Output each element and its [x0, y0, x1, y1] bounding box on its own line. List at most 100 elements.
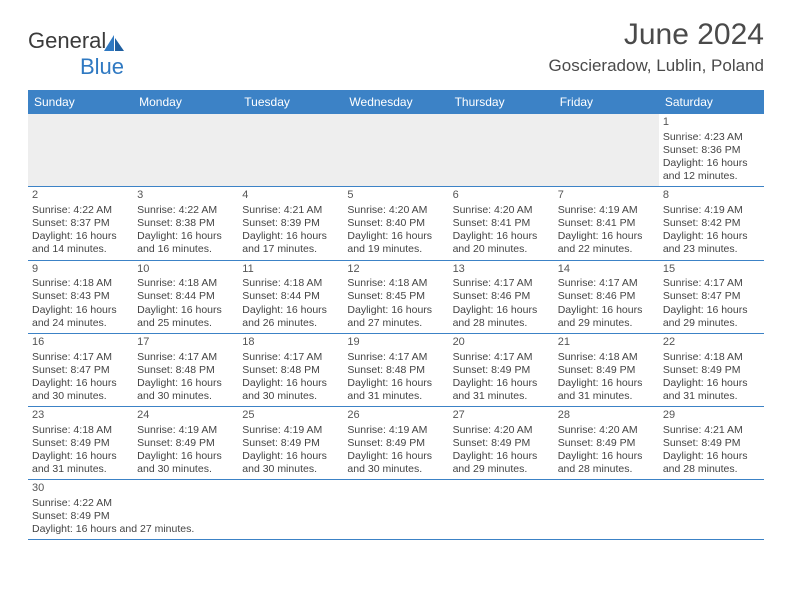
- sunset-text: Sunset: 8:48 PM: [242, 364, 339, 377]
- week-row: 9Sunrise: 4:18 AMSunset: 8:43 PMDaylight…: [28, 261, 764, 334]
- day-number: 14: [558, 263, 655, 277]
- sunrise-text: Sunrise: 4:19 AM: [242, 424, 339, 437]
- day-cell: 9Sunrise: 4:18 AMSunset: 8:43 PMDaylight…: [28, 261, 133, 333]
- sunrise-text: Sunrise: 4:17 AM: [242, 351, 339, 364]
- day-number: 21: [558, 336, 655, 350]
- sunrise-text: Sunrise: 4:18 AM: [347, 277, 444, 290]
- day-cell: 16Sunrise: 4:17 AMSunset: 8:47 PMDayligh…: [28, 334, 133, 406]
- location-text: Goscieradow, Lublin, Poland: [549, 56, 764, 76]
- sunset-text: Sunset: 8:49 PM: [242, 437, 339, 450]
- day-number: 11: [242, 263, 339, 277]
- day-cell: 3Sunrise: 4:22 AMSunset: 8:38 PMDaylight…: [133, 187, 238, 259]
- day-cell: 29Sunrise: 4:21 AMSunset: 8:49 PMDayligh…: [659, 407, 764, 479]
- daylight-text: Daylight: 16 hours and 14 minutes.: [32, 230, 129, 256]
- day-number: 10: [137, 263, 234, 277]
- daylight-text: Daylight: 16 hours and 12 minutes.: [663, 157, 760, 183]
- sunset-text: Sunset: 8:49 PM: [663, 437, 760, 450]
- day-cell: 28Sunrise: 4:20 AMSunset: 8:49 PMDayligh…: [554, 407, 659, 479]
- day-number: 5: [347, 189, 444, 203]
- sunset-text: Sunset: 8:44 PM: [242, 290, 339, 303]
- week-row: 2Sunrise: 4:22 AMSunset: 8:37 PMDaylight…: [28, 187, 764, 260]
- daylight-text: Daylight: 16 hours and 23 minutes.: [663, 230, 760, 256]
- daylight-text: Daylight: 16 hours and 31 minutes.: [558, 377, 655, 403]
- day-number: 8: [663, 189, 760, 203]
- daylight-text: Daylight: 16 hours and 19 minutes.: [347, 230, 444, 256]
- day-cell: 6Sunrise: 4:20 AMSunset: 8:41 PMDaylight…: [449, 187, 554, 259]
- daylight-text: Daylight: 16 hours and 31 minutes.: [347, 377, 444, 403]
- day-cell: 1Sunrise: 4:23 AMSunset: 8:36 PMDaylight…: [659, 114, 764, 186]
- sunset-text: Sunset: 8:41 PM: [453, 217, 550, 230]
- week-row: 1Sunrise: 4:23 AMSunset: 8:36 PMDaylight…: [28, 114, 764, 187]
- sunrise-text: Sunrise: 4:21 AM: [242, 204, 339, 217]
- day-header-row: SundayMondayTuesdayWednesdayThursdayFrid…: [28, 90, 764, 114]
- sunset-text: Sunset: 8:45 PM: [347, 290, 444, 303]
- day-header: Monday: [133, 90, 238, 114]
- day-cell: 19Sunrise: 4:17 AMSunset: 8:48 PMDayligh…: [343, 334, 448, 406]
- daylight-text: Daylight: 16 hours and 30 minutes.: [242, 450, 339, 476]
- title-block: June 2024 Goscieradow, Lublin, Poland: [549, 18, 764, 76]
- day-cell: 26Sunrise: 4:19 AMSunset: 8:49 PMDayligh…: [343, 407, 448, 479]
- day-cell: 8Sunrise: 4:19 AMSunset: 8:42 PMDaylight…: [659, 187, 764, 259]
- sunrise-text: Sunrise: 4:18 AM: [558, 351, 655, 364]
- sunrise-text: Sunrise: 4:21 AM: [663, 424, 760, 437]
- sunset-text: Sunset: 8:43 PM: [32, 290, 129, 303]
- daylight-text: Daylight: 16 hours and 29 minutes.: [558, 304, 655, 330]
- day-cell: 2Sunrise: 4:22 AMSunset: 8:37 PMDaylight…: [28, 187, 133, 259]
- day-number: 6: [453, 189, 550, 203]
- brand-logo-text: General Blue: [28, 28, 126, 80]
- sunrise-text: Sunrise: 4:18 AM: [32, 424, 129, 437]
- day-number: 4: [242, 189, 339, 203]
- daylight-text: Daylight: 16 hours and 16 minutes.: [137, 230, 234, 256]
- empty-cell: [28, 114, 133, 186]
- brand-word-1: General: [28, 28, 106, 53]
- sunrise-text: Sunrise: 4:17 AM: [453, 351, 550, 364]
- daylight-text: Daylight: 16 hours and 28 minutes.: [663, 450, 760, 476]
- day-header: Friday: [554, 90, 659, 114]
- week-row: 30Sunrise: 4:22 AMSunset: 8:49 PMDayligh…: [28, 480, 764, 540]
- day-header: Tuesday: [238, 90, 343, 114]
- sunrise-text: Sunrise: 4:20 AM: [453, 204, 550, 217]
- daylight-text: Daylight: 16 hours and 30 minutes.: [137, 377, 234, 403]
- sunset-text: Sunset: 8:49 PM: [663, 364, 760, 377]
- day-number: 15: [663, 263, 760, 277]
- day-cell: 15Sunrise: 4:17 AMSunset: 8:47 PMDayligh…: [659, 261, 764, 333]
- sunset-text: Sunset: 8:46 PM: [558, 290, 655, 303]
- week-row: 16Sunrise: 4:17 AMSunset: 8:47 PMDayligh…: [28, 334, 764, 407]
- sunrise-text: Sunrise: 4:19 AM: [137, 424, 234, 437]
- week-row: 23Sunrise: 4:18 AMSunset: 8:49 PMDayligh…: [28, 407, 764, 480]
- day-header: Wednesday: [343, 90, 448, 114]
- sunset-text: Sunset: 8:42 PM: [663, 217, 760, 230]
- day-number: 13: [453, 263, 550, 277]
- daylight-text: Daylight: 16 hours and 31 minutes.: [32, 450, 129, 476]
- sunset-text: Sunset: 8:48 PM: [347, 364, 444, 377]
- daylight-text: Daylight: 16 hours and 31 minutes.: [453, 377, 550, 403]
- sunset-text: Sunset: 8:46 PM: [453, 290, 550, 303]
- day-number: 20: [453, 336, 550, 350]
- day-cell: 11Sunrise: 4:18 AMSunset: 8:44 PMDayligh…: [238, 261, 343, 333]
- sunset-text: Sunset: 8:38 PM: [137, 217, 234, 230]
- sunrise-text: Sunrise: 4:17 AM: [453, 277, 550, 290]
- day-cell: 4Sunrise: 4:21 AMSunset: 8:39 PMDaylight…: [238, 187, 343, 259]
- day-number: 22: [663, 336, 760, 350]
- day-number: 3: [137, 189, 234, 203]
- day-number: 27: [453, 409, 550, 423]
- brand-word-2: Blue: [80, 54, 124, 79]
- day-number: 7: [558, 189, 655, 203]
- sunrise-text: Sunrise: 4:20 AM: [558, 424, 655, 437]
- sunrise-text: Sunrise: 4:22 AM: [137, 204, 234, 217]
- empty-cell: [554, 114, 659, 186]
- sunset-text: Sunset: 8:49 PM: [453, 437, 550, 450]
- day-number: 17: [137, 336, 234, 350]
- sunset-text: Sunset: 8:47 PM: [663, 290, 760, 303]
- day-number: 24: [137, 409, 234, 423]
- daylight-text: Daylight: 16 hours and 22 minutes.: [558, 230, 655, 256]
- day-number: 1: [663, 116, 760, 130]
- brand-logo: General Blue: [28, 28, 126, 80]
- sunrise-text: Sunrise: 4:17 AM: [137, 351, 234, 364]
- calendar-table: SundayMondayTuesdayWednesdayThursdayFrid…: [28, 90, 764, 540]
- sunset-text: Sunset: 8:41 PM: [558, 217, 655, 230]
- day-cell: 25Sunrise: 4:19 AMSunset: 8:49 PMDayligh…: [238, 407, 343, 479]
- day-number: 2: [32, 189, 129, 203]
- day-number: 23: [32, 409, 129, 423]
- sunset-text: Sunset: 8:49 PM: [347, 437, 444, 450]
